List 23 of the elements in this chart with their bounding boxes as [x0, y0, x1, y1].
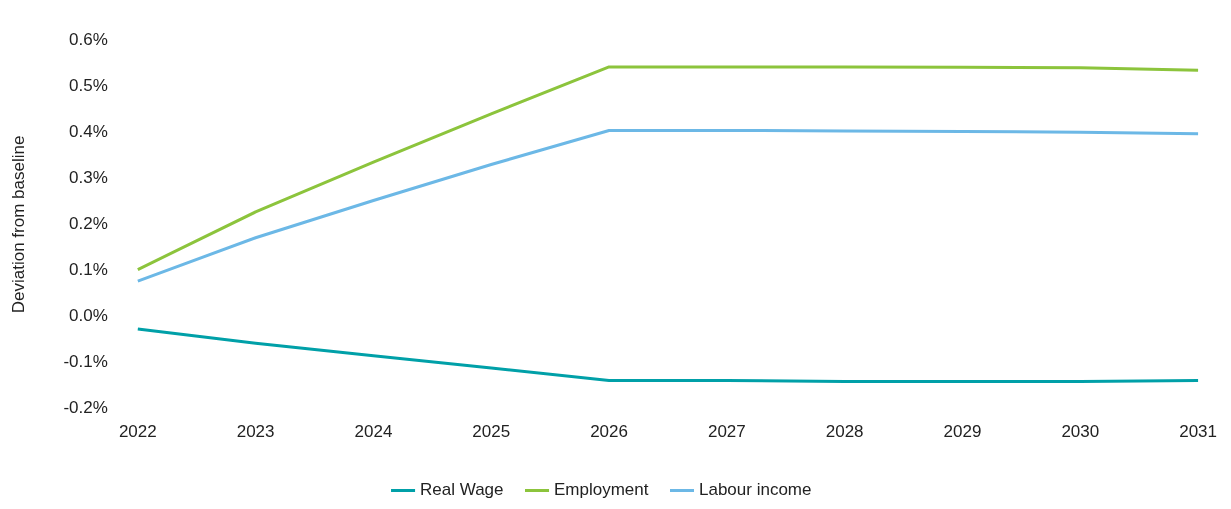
y-tick-label: 0.5% — [69, 75, 108, 95]
x-tick-label: 2027 — [707, 422, 746, 442]
x-tick-label: 2028 — [825, 422, 864, 442]
legend-label: Employment — [554, 480, 649, 500]
x-tick-label: 2022 — [118, 422, 157, 442]
x-tick-label: 2029 — [943, 422, 982, 442]
x-tick-label: 2024 — [354, 422, 393, 442]
x-tick-label: 2031 — [1179, 422, 1217, 442]
y-tick-label: -0.1% — [63, 352, 108, 372]
y-tick-label: 0.3% — [69, 168, 108, 188]
x-tick-label: 2025 — [472, 422, 511, 442]
legend-label: Labour income — [698, 480, 812, 500]
y-tick-label: 0.0% — [69, 306, 108, 326]
y-axis-title: Deviation from baseline — [8, 135, 28, 314]
x-tick-label: 2023 — [236, 422, 275, 442]
y-tick-label: 0.4% — [69, 121, 108, 141]
y-tick-label: -0.2% — [63, 398, 108, 418]
y-tick-label: 0.6% — [69, 29, 108, 49]
legend-label: Real Wage — [420, 480, 504, 500]
x-tick-label: 2026 — [590, 422, 628, 442]
y-tick-label: 0.1% — [69, 260, 108, 280]
y-tick-label: 0.2% — [69, 214, 108, 234]
x-tick-label: 2030 — [1061, 422, 1100, 442]
